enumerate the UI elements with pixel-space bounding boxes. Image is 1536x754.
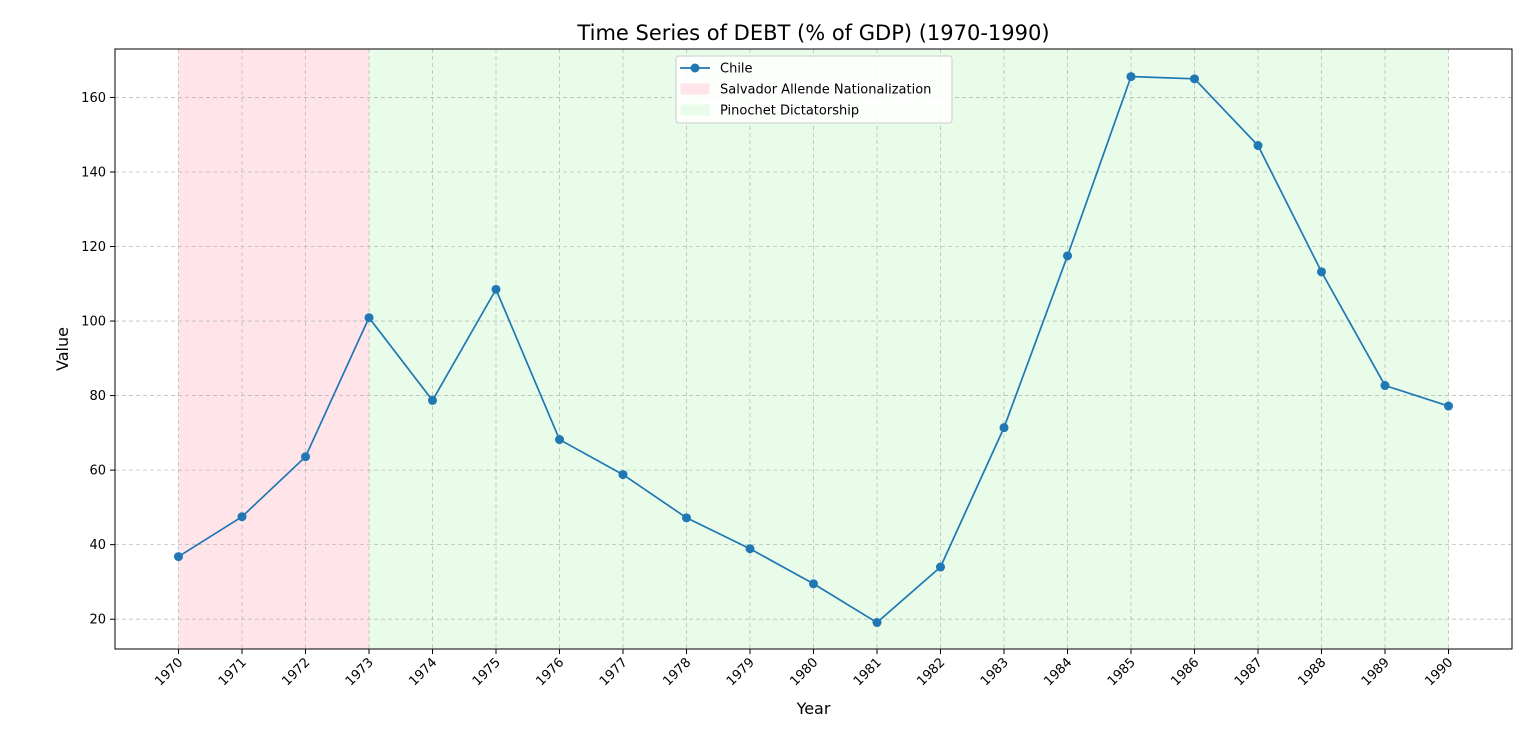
data-point-1985 [1126,72,1136,82]
chart-title: Time Series of DEBT (% of GDP) (1970-199… [576,21,1049,45]
x-tick-label-1970: 1970 [152,655,186,689]
legend-swatch-allende [680,83,710,95]
data-point-1974 [428,395,437,405]
data-point-1984 [1063,251,1072,261]
x-tick-label-1990: 1990 [1422,655,1456,689]
x-tick-label-1972: 1972 [279,655,313,689]
x-axis: 1970 1971 1972 1973 1974 1975 1976 1977 1978 1979… [152,649,1456,689]
x-tick-label-1985: 1985 [1105,655,1139,689]
data-point-1971 [237,512,247,522]
x-tick-label-1981: 1981 [851,655,885,689]
y-tick-label-80: 80 [89,389,106,404]
x-tick-label-1988: 1988 [1295,655,1329,689]
x-tick-label-1987: 1987 [1232,655,1266,689]
x-tick-label-1971: 1971 [216,655,250,689]
legend: Chile Salvador Allende Nationalization P… [675,55,953,124]
data-point-1970 [174,552,183,562]
data-point-1977 [618,470,628,480]
legend-swatch-pinochet [680,104,710,116]
x-tick-label-1983: 1983 [978,655,1012,689]
legend-label-chile: Chile [720,62,753,77]
x-tick-label-1975: 1975 [470,655,504,689]
grid [115,49,1512,649]
data-point-1986 [1190,74,1199,84]
x-tick-label-1974: 1974 [406,655,440,689]
x-tick-label-1982: 1982 [914,655,948,689]
data-point-1975 [491,284,501,294]
y-tick-label-40: 40 [89,538,106,553]
y-tick-label-100: 100 [81,315,106,330]
series-layer [174,72,1453,628]
y-axis-title: Value [53,327,72,371]
y-tick-label-60: 60 [89,464,106,479]
data-point-1989 [1380,381,1390,391]
shaded-period-0 [178,49,369,649]
legend-marker-chile [690,63,700,73]
data-point-1983 [999,423,1009,433]
data-point-1972 [301,452,310,462]
data-point-1976 [555,435,564,445]
legend-label-pinochet: Pinochet Dictatorship [720,104,859,119]
data-point-1978 [682,513,691,523]
x-tick-label-1978: 1978 [660,655,694,689]
x-tick-label-1980: 1980 [787,655,821,689]
y-tick-label-120: 120 [81,240,106,255]
y-axis: 20 40 60 80 100 120 140 160 [81,91,115,628]
y-tick-label-160: 160 [81,91,106,106]
y-tick-label-20: 20 [89,613,106,628]
data-point-1988 [1317,267,1326,277]
x-tick-label-1984: 1984 [1041,655,1075,689]
x-tick-label-1973: 1973 [343,655,377,689]
data-point-1973 [364,313,374,323]
x-tick-label-1977: 1977 [597,655,631,689]
shaded-periods [178,49,1449,649]
x-axis-title: Year [796,699,831,718]
data-point-1982 [936,562,945,572]
data-point-1979 [745,544,755,554]
data-point-1981 [872,618,882,628]
data-point-1990 [1444,401,1453,411]
data-point-1987 [1253,141,1263,151]
legend-label-allende: Salvador Allende Nationalization [720,83,931,98]
data-point-1980 [809,579,818,589]
x-tick-label-1989: 1989 [1359,655,1393,689]
y-tick-label-140: 140 [81,165,106,180]
x-tick-label-1986: 1986 [1168,655,1202,689]
legend-box [675,55,953,124]
shaded-period-1 [369,49,1449,649]
x-tick-label-1979: 1979 [724,655,758,689]
x-tick-label-1976: 1976 [533,655,567,689]
